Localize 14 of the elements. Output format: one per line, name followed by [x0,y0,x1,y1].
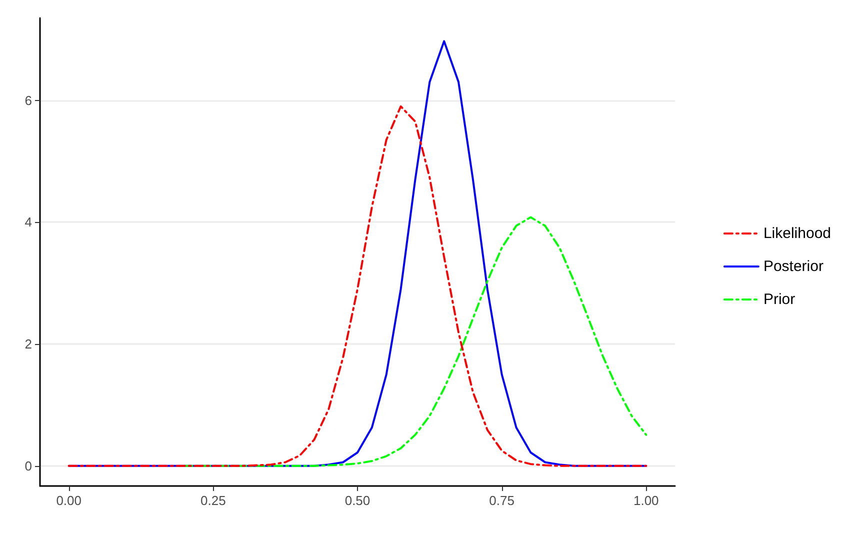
legend-label: Prior [763,291,796,308]
x-tick-label: 1.00 [633,493,659,508]
x-tick-label: 0.00 [56,493,82,508]
legend-label: Likelihood [763,225,832,242]
x-tick-label: 0.75 [489,493,514,508]
line-series [68,105,648,467]
x-tick-label: 0.25 [200,493,226,508]
y-tick-label: 6 [24,92,32,108]
line-series [183,216,648,467]
y-tick-label: 4 [24,214,32,230]
legend-label: Posterior [763,258,824,275]
y-tick-label: 0 [24,458,32,474]
y-tick-label: 2 [24,336,32,352]
x-tick-label: 0.50 [344,493,370,508]
